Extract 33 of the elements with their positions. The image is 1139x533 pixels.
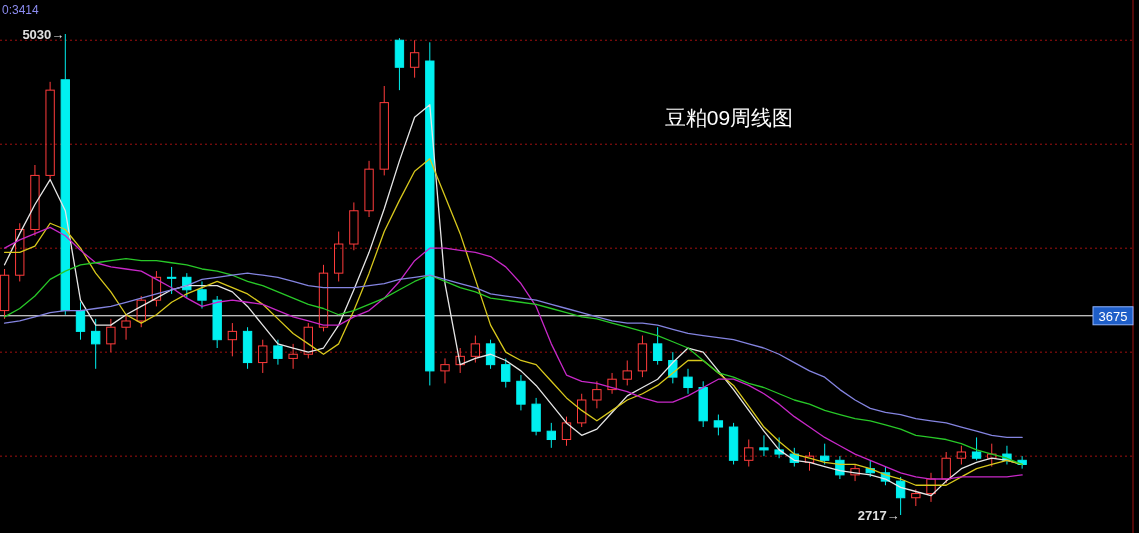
candlestick <box>698 380 708 428</box>
ref-line-label: 3675 <box>1098 308 1128 324</box>
candlestick <box>75 301 86 341</box>
candlestick <box>394 37 405 91</box>
candlestick <box>227 322 238 357</box>
candlestick <box>850 463 860 482</box>
annotation: 5030→ <box>22 27 65 42</box>
candlestick <box>409 39 420 79</box>
text: 0:3414 <box>2 3 40 17</box>
annotation: 2717→ <box>857 508 900 523</box>
candlestick <box>546 422 556 449</box>
candlestick <box>242 326 253 370</box>
candlestick <box>531 397 541 436</box>
candlestick <box>288 343 298 370</box>
candlestick <box>30 164 40 237</box>
candlestick <box>516 374 526 411</box>
candlestick <box>212 295 222 349</box>
candlestick <box>60 33 70 316</box>
candlestick <box>926 472 936 503</box>
candlestick <box>683 368 693 395</box>
candlestick <box>364 160 374 218</box>
candlestick <box>121 314 131 341</box>
candlestick <box>440 357 450 384</box>
candlestick <box>273 339 283 366</box>
candlestick <box>592 380 602 409</box>
candlestick <box>607 372 617 395</box>
candlestick <box>106 318 116 353</box>
candlestick <box>45 81 55 181</box>
candlestick <box>197 280 207 309</box>
candlestick <box>759 434 769 457</box>
candlestick <box>349 201 359 251</box>
text: 豆粕09周线图 <box>664 106 794 130</box>
candlestick <box>455 347 465 374</box>
